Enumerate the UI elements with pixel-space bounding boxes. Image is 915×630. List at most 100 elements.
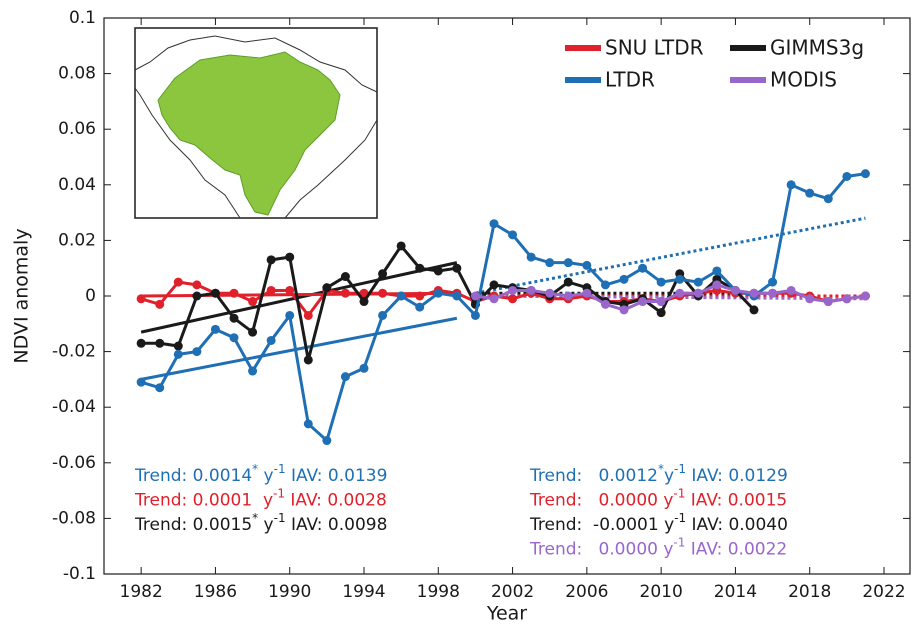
series-point [693,288,703,298]
series-point [860,291,870,301]
y-tick-label: -0.04 [52,397,96,417]
series-point [675,274,685,284]
series-point [489,280,499,290]
y-tick-label: -0.08 [52,508,96,528]
series-point [470,310,480,320]
x-tick-label: 2010 [640,582,683,602]
annotation: Trend: 0.0000 y-1 IAV: 0.0015 [529,486,787,511]
trend-line [475,294,866,301]
series-point [415,263,425,273]
series-point [860,169,870,179]
trend-line [475,216,866,295]
y-tick-label: -0.1 [63,564,96,584]
series-point [489,219,499,229]
annotation-part: -1 [673,486,685,500]
annotation-part: IAV: 0.0028 [285,491,387,511]
series-point [359,363,369,373]
annotation-part: * [252,511,258,525]
series-point [248,297,258,307]
series-point [768,277,778,287]
series-point [248,327,258,337]
x-tick-label: 2006 [565,582,608,602]
series-point [470,291,480,301]
series-point [842,294,852,304]
y-tick-label: 0.06 [58,119,96,139]
y-tick-label: -0.06 [52,453,96,473]
y-axis-title: NDVI anomaly [11,228,33,363]
series-point [805,188,815,198]
annotation: Trend: 0.0014* y-1 IAV: 0.0139 [134,462,387,487]
series-point [805,294,815,304]
annotation-part: Trend: 0.0014 [134,466,252,486]
series-point [638,263,648,273]
annotation-part: IAV: 0.0098 [286,515,388,535]
annotation-part: -1 [274,511,286,525]
x-tick-label: 1986 [194,582,237,602]
y-tick-label: 0 [85,286,96,306]
y-tick-label: 0.1 [69,8,96,28]
x-tick-label: 1982 [120,582,163,602]
series-point [229,333,239,343]
series-point [378,269,388,279]
annotation-part: * [252,462,258,476]
annotation: Trend: 0.0012*y-1 IAV: 0.0129 [529,462,788,487]
annotation: Trend: -0.0001 y-1 IAV: 0.0040 [529,511,788,536]
series-point [210,324,220,334]
series-point [656,277,666,287]
series-point [823,297,833,307]
series-point [730,285,740,295]
series-point [433,266,443,276]
series-point [322,436,332,446]
x-tick-label: 1990 [268,582,311,602]
x-tick-label: 2002 [491,582,534,602]
series-point [600,299,610,309]
annotation-part: IAV: 0.0022 [685,540,787,560]
y-tick-label: 0.02 [58,230,96,250]
series-point [749,288,759,298]
annotation-part: Trend: 0.0000 y [529,491,673,511]
series-point [155,299,165,309]
series-point [563,291,573,301]
series-point [415,291,425,301]
series-point [136,294,146,304]
series-point [675,288,685,298]
legend-label: LTDR [605,68,655,92]
inset-region [157,51,341,216]
series-point [173,349,183,359]
series-point [508,285,518,295]
annotation-part: Trend: 0.0015 [134,515,252,535]
series-point [433,288,443,298]
series-point [396,291,406,301]
series-line [141,243,756,361]
annotation-part: y [664,466,674,486]
annotation-part: IAV: 0.0040 [686,515,788,535]
series-point [842,171,852,181]
annotation-part: Trend: 0.0012 [529,466,658,486]
series-point [229,313,239,323]
x-tick-label: 2018 [788,582,831,602]
series-point [563,277,573,287]
series-point [136,377,146,387]
inset-map [134,27,378,219]
series-point [303,419,313,429]
series-point [619,274,629,284]
series-point [340,372,350,382]
legend-label: SNU LTDR [605,36,704,60]
inset-coastline [134,35,378,219]
series-point [266,255,276,265]
series-point [192,280,202,290]
series-point [712,280,722,290]
y-tick-label: -0.02 [52,342,96,362]
series-point [526,285,536,295]
annotation-part: y [258,515,273,535]
series-point [452,263,462,273]
series-point [155,338,165,348]
series-point [285,310,295,320]
x-tick-label: 1994 [342,582,385,602]
annotation: Trend: 0.0001 y-1 IAV: 0.0028 [134,486,387,511]
trend-line [140,316,458,381]
series-point [359,297,369,307]
series-point [656,308,666,318]
series-point [285,252,295,262]
